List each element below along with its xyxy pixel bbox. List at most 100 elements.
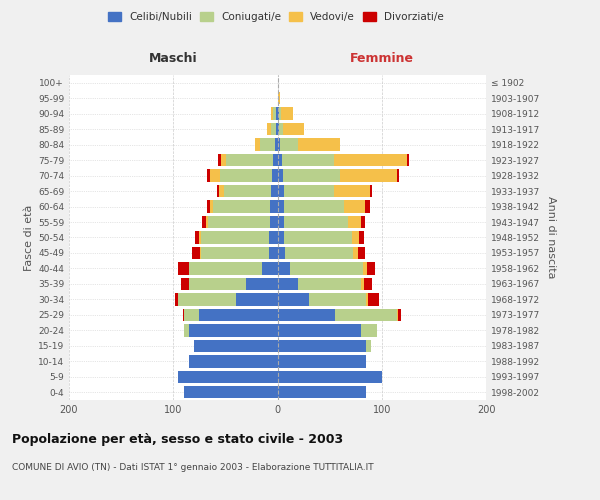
- Bar: [200, 247, 202, 259]
- Bar: [334, 154, 407, 166]
- Bar: [285, 247, 353, 259]
- Bar: [277, 216, 284, 228]
- Bar: [290, 262, 363, 274]
- Bar: [271, 108, 274, 120]
- Bar: [206, 200, 210, 212]
- Bar: [277, 324, 361, 336]
- Bar: [208, 216, 270, 228]
- Bar: [277, 138, 280, 151]
- Bar: [277, 123, 278, 136]
- Bar: [194, 340, 277, 352]
- Bar: [189, 324, 277, 336]
- Bar: [277, 308, 335, 321]
- Bar: [184, 324, 189, 336]
- Bar: [349, 216, 361, 228]
- Bar: [284, 200, 344, 212]
- Bar: [361, 324, 377, 336]
- Bar: [199, 308, 277, 321]
- Bar: [365, 200, 370, 212]
- Bar: [206, 216, 208, 228]
- Bar: [277, 386, 366, 398]
- Bar: [280, 138, 298, 151]
- Bar: [277, 200, 284, 212]
- Legend: Celibi/Nubili, Coniugati/e, Vedovi/e, Divorziati/e: Celibi/Nubili, Coniugati/e, Vedovi/e, Di…: [104, 8, 448, 26]
- Bar: [359, 232, 364, 243]
- Bar: [224, 185, 271, 198]
- Bar: [407, 154, 409, 166]
- Bar: [220, 170, 272, 182]
- Bar: [206, 170, 210, 182]
- Bar: [364, 278, 373, 290]
- Bar: [353, 247, 358, 259]
- Bar: [202, 247, 269, 259]
- Bar: [189, 278, 246, 290]
- Bar: [277, 278, 298, 290]
- Bar: [260, 138, 275, 151]
- Bar: [189, 355, 277, 368]
- Bar: [175, 293, 178, 306]
- Bar: [226, 154, 274, 166]
- Bar: [202, 216, 206, 228]
- Bar: [298, 138, 340, 151]
- Bar: [277, 370, 382, 383]
- Bar: [370, 185, 373, 198]
- Y-axis label: Anni di nascita: Anni di nascita: [545, 196, 556, 279]
- Bar: [274, 154, 277, 166]
- Bar: [277, 293, 309, 306]
- Bar: [210, 170, 220, 182]
- Bar: [277, 154, 281, 166]
- Bar: [277, 170, 283, 182]
- Bar: [278, 123, 283, 136]
- Bar: [184, 386, 277, 398]
- Bar: [269, 232, 277, 243]
- Bar: [284, 216, 349, 228]
- Bar: [361, 278, 364, 290]
- Bar: [218, 154, 221, 166]
- Bar: [277, 185, 284, 198]
- Bar: [366, 340, 371, 352]
- Bar: [277, 92, 280, 104]
- Bar: [361, 216, 365, 228]
- Bar: [178, 370, 277, 383]
- Bar: [217, 185, 219, 198]
- Bar: [366, 293, 368, 306]
- Bar: [397, 170, 400, 182]
- Bar: [267, 123, 271, 136]
- Bar: [277, 247, 285, 259]
- Bar: [272, 170, 277, 182]
- Bar: [367, 262, 376, 274]
- Bar: [298, 278, 361, 290]
- Bar: [271, 123, 277, 136]
- Bar: [344, 200, 365, 212]
- Bar: [274, 108, 277, 120]
- Bar: [202, 232, 269, 243]
- Bar: [210, 200, 213, 212]
- Text: COMUNE DI AVIO (TN) - Dati ISTAT 1° gennaio 2003 - Elaborazione TUTTITALIA.IT: COMUNE DI AVIO (TN) - Dati ISTAT 1° genn…: [12, 462, 374, 471]
- Bar: [262, 262, 277, 274]
- Bar: [334, 185, 370, 198]
- Bar: [277, 262, 290, 274]
- Bar: [363, 262, 367, 274]
- Text: Femmine: Femmine: [350, 52, 414, 65]
- Y-axis label: Fasce di età: Fasce di età: [24, 204, 34, 270]
- Bar: [182, 308, 184, 321]
- Bar: [283, 123, 304, 136]
- Bar: [368, 293, 379, 306]
- Bar: [213, 200, 270, 212]
- Bar: [270, 216, 277, 228]
- Bar: [270, 200, 277, 212]
- Bar: [254, 138, 260, 151]
- Text: Popolazione per età, sesso e stato civile - 2003: Popolazione per età, sesso e stato civil…: [12, 432, 343, 446]
- Bar: [281, 108, 293, 120]
- Bar: [184, 308, 199, 321]
- Bar: [277, 340, 366, 352]
- Bar: [181, 278, 189, 290]
- Bar: [195, 232, 199, 243]
- Bar: [284, 232, 352, 243]
- Bar: [277, 355, 366, 368]
- Bar: [277, 232, 284, 243]
- Bar: [283, 170, 340, 182]
- Bar: [352, 232, 359, 243]
- Bar: [309, 293, 366, 306]
- Bar: [284, 185, 334, 198]
